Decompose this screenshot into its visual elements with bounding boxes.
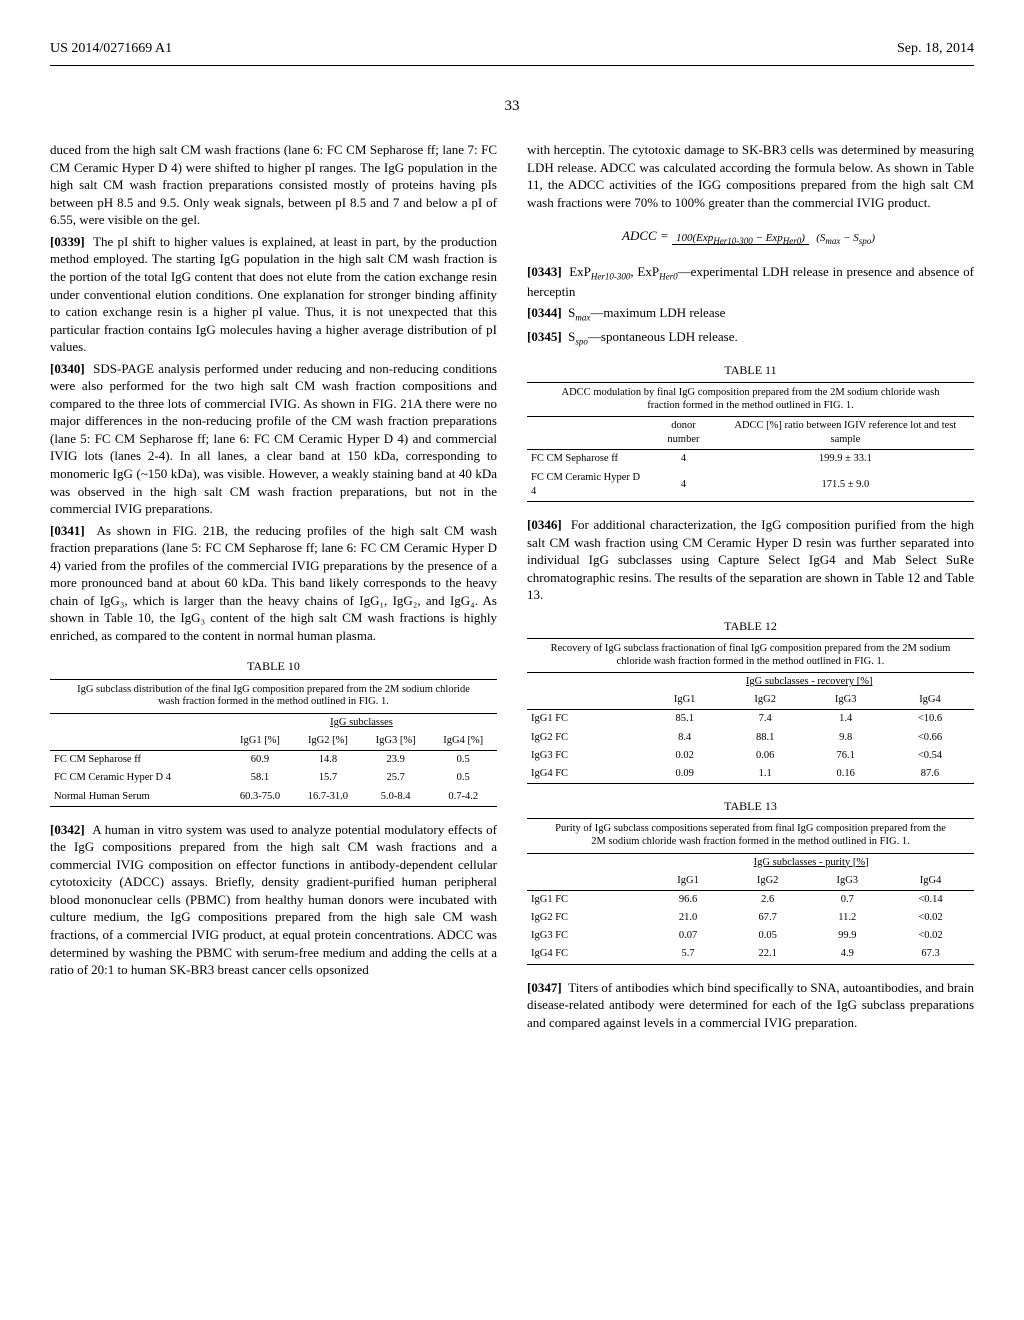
para-0339: [0339] The pI shift to higher values is … — [50, 233, 497, 356]
para-num: [0339] — [50, 234, 85, 249]
para-0342: [0342] A human in vitro system was used … — [50, 821, 497, 979]
group-header: IgG subclasses — [226, 713, 497, 732]
para-num: [0342] — [50, 822, 85, 837]
table-caption: IgG subclass distribution of the final I… — [50, 679, 497, 713]
table-10: TABLE 10 IgG subclass distribution of th… — [50, 658, 497, 806]
left-column: duced from the high salt CM wash fractio… — [50, 141, 497, 1035]
th: IgG4 [%] — [429, 732, 497, 751]
para-0345: [0345] Sspo—spontaneous LDH release. — [527, 328, 974, 348]
para-num: [0341] — [50, 523, 85, 538]
header-rule — [50, 65, 974, 66]
para-0346: [0346] For additional characterization, … — [527, 516, 974, 604]
para-text: A human in vitro system was used to anal… — [50, 822, 497, 977]
table-11: TABLE 11 ADCC modulation by final IgG co… — [527, 362, 974, 502]
doc-id: US 2014/0271669 A1 — [50, 40, 172, 59]
para-text: As shown in FIG. 21B, the reducing profi… — [50, 523, 497, 643]
th: IgG1 [%] — [226, 732, 294, 751]
right-column: with herceptin. The cytotoxic damage to … — [527, 141, 974, 1035]
th: IgG2 [%] — [294, 732, 362, 751]
para-cont: duced from the high salt CM wash fractio… — [50, 141, 497, 229]
table-10-table: IgG subclasses IgG1 [%] IgG2 [%] IgG3 [%… — [50, 713, 497, 807]
para-num: [0340] — [50, 361, 85, 376]
para-0340: [0340] SDS-PAGE analysis performed under… — [50, 360, 497, 518]
para-0347: [0347] Titers of antibodies which bind s… — [527, 979, 974, 1032]
table-13: TABLE 13 Purity of IgG subclass composit… — [527, 798, 974, 964]
para-text: SDS-PAGE analysis performed under reduci… — [50, 361, 497, 516]
table-title: TABLE 10 — [50, 658, 497, 674]
para-0343: [0343] ExPHer10-300, ExPHer0—experimenta… — [527, 263, 974, 300]
adcc-formula: ADCC = 100(ExpHer10-300 − ExpHer0) (Smax… — [527, 227, 974, 247]
table-12: TABLE 12 Recovery of IgG subclass fracti… — [527, 618, 974, 784]
doc-date: Sep. 18, 2014 — [897, 40, 974, 59]
columns: duced from the high salt CM wash fractio… — [50, 141, 974, 1035]
para-text: The pI shift to higher values is explain… — [50, 234, 497, 354]
para-cont-r: with herceptin. The cytotoxic damage to … — [527, 141, 974, 211]
page-header: US 2014/0271669 A1 Sep. 18, 2014 — [50, 40, 974, 59]
th — [50, 732, 226, 751]
para-0344: [0344] Smax—maximum LDH release — [527, 304, 974, 324]
th: IgG3 [%] — [362, 732, 430, 751]
para-0341: [0341] As shown in FIG. 21B, the reducin… — [50, 522, 497, 645]
page-number: 33 — [50, 96, 974, 116]
